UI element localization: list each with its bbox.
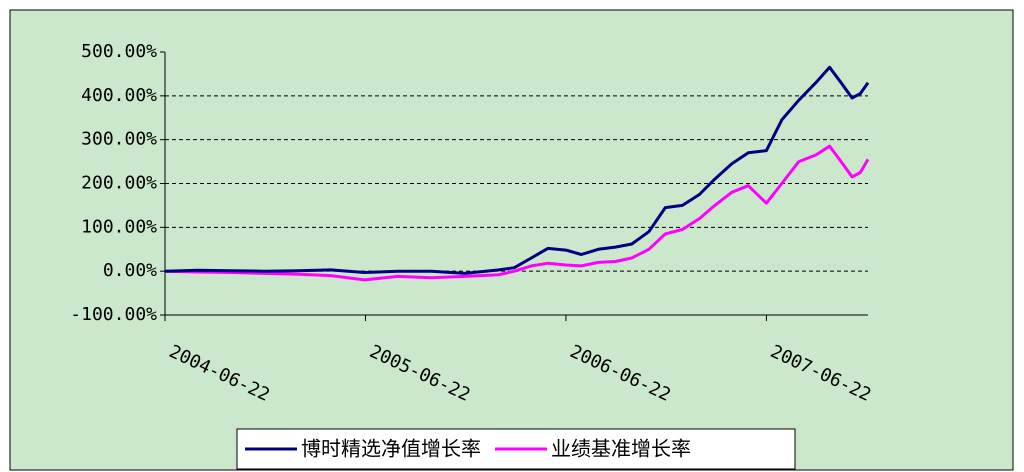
series-line: [164, 144, 870, 282]
chart-background: [9, 9, 1014, 471]
y-tick-label: 500.00%: [81, 41, 157, 62]
legend-label: 博时精选净值增长率: [301, 437, 481, 461]
y-tick-label: 400.00%: [81, 85, 157, 106]
y-tick-label: 100.00%: [81, 216, 157, 237]
y-tick-label: 300.00%: [81, 129, 157, 150]
series-line: [164, 65, 870, 275]
y-tick-label: 200.00%: [81, 173, 157, 194]
y-tick-label: -100.00%: [70, 304, 157, 325]
y-tick-label: 0.00%: [103, 260, 157, 281]
legend-label: 业绩基准增长率: [551, 437, 691, 461]
